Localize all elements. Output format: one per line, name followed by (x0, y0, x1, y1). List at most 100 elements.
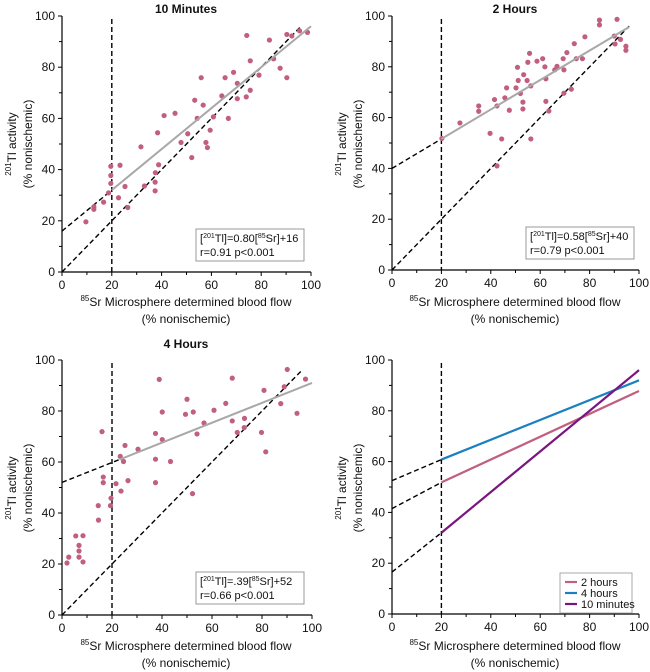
data-point (525, 59, 531, 65)
fit-extension-line (391, 138, 442, 170)
series-line-2-hours (440, 389, 640, 484)
x-axis-subtitle: (% nonischemic) (142, 312, 231, 326)
data-point (546, 108, 552, 114)
data-point (476, 108, 482, 114)
y-tick-label: 40 (42, 506, 56, 520)
x-axis-subtitle: (% nonischemic) (471, 656, 560, 670)
data-point (95, 517, 102, 523)
data-point (247, 58, 253, 64)
data-point (494, 163, 500, 169)
data-point (203, 139, 209, 146)
data-point (141, 183, 148, 189)
y-axis-title: 201Tl activity (4, 112, 19, 175)
data-point (579, 56, 586, 62)
data-point (159, 409, 165, 415)
data-point (457, 120, 463, 126)
series-extension-line (391, 532, 442, 573)
data-point (108, 163, 114, 169)
stats-text: r=0.91 p<0.001 (200, 247, 275, 259)
data-point (99, 429, 105, 435)
data-point (122, 442, 128, 449)
data-point (100, 474, 106, 480)
data-point (534, 58, 540, 64)
x-tick-label: 80 (583, 276, 597, 290)
y-tick-label: 20 (372, 556, 386, 570)
data-point (540, 56, 546, 62)
y-axis-subtitle: (% nonischemic) (21, 100, 35, 189)
data-point (210, 114, 216, 120)
data-point (152, 480, 159, 486)
data-point (219, 93, 225, 99)
x-axis-title: 85Sr Microsphere determined blood flow (409, 294, 620, 309)
data-point (83, 219, 89, 225)
data-point (138, 144, 144, 150)
legend-label: 4 hours (581, 588, 618, 600)
y-tick-label: 80 (372, 404, 386, 418)
data-point (117, 162, 123, 168)
y-axis-subtitle: (% nonischemic) (351, 100, 365, 189)
data-point (156, 376, 162, 382)
data-point (198, 75, 204, 81)
x-tick-label: 60 (205, 278, 219, 292)
data-point (194, 431, 200, 437)
data-point (256, 72, 262, 78)
data-point (207, 127, 213, 133)
panel-10-minutes: 10 Minutes 85Sr Microsphere determined b… (4, 2, 321, 326)
x-tick-label: 60 (534, 620, 548, 634)
data-point (564, 49, 570, 56)
series-extension-line (391, 481, 442, 510)
y-tick-label: 0 (48, 608, 55, 622)
data-point (263, 449, 269, 455)
data-point (122, 183, 128, 190)
equation-box (525, 226, 635, 260)
data-point (243, 94, 249, 100)
data-point (241, 424, 247, 431)
equation-box (195, 228, 305, 262)
y-tick-label: 60 (372, 455, 386, 469)
data-point (582, 34, 588, 40)
data-point (506, 107, 512, 113)
data-point (108, 180, 114, 187)
data-point (499, 136, 505, 142)
data-point (113, 481, 119, 487)
data-point (617, 36, 624, 42)
x-tick-label: 0 (389, 620, 396, 634)
data-point (115, 195, 122, 201)
data-point (189, 154, 195, 161)
data-point (561, 67, 567, 73)
y-axis-subtitle: (% nonischemic) (351, 444, 365, 533)
data-point (201, 420, 207, 426)
panel-title: 10 Minutes (155, 2, 217, 16)
y-tick-label: 100 (365, 9, 385, 23)
x-tick-label: 40 (484, 276, 498, 290)
data-point (284, 31, 290, 38)
data-point (100, 199, 107, 205)
data-point (152, 430, 159, 437)
data-point (152, 456, 159, 462)
identity-line (61, 369, 303, 616)
panel-4-hours: 4 Hours 85Sr Microsphere determined bloo… (4, 337, 322, 670)
y-tick-label: 60 (42, 455, 56, 469)
data-point (241, 415, 248, 421)
data-point (225, 115, 231, 121)
y-tick-label: 40 (42, 163, 56, 177)
data-point (185, 131, 191, 137)
data-point (155, 130, 161, 136)
data-point (513, 85, 519, 91)
data-point (554, 63, 560, 69)
data-point (504, 85, 510, 91)
identity-line (391, 25, 630, 271)
data-point (152, 179, 158, 185)
data-point (261, 387, 267, 393)
data-point (125, 204, 131, 211)
y-axis-subtitle: (% nonischemic) (21, 444, 35, 533)
identity-line (61, 25, 302, 273)
y-tick-label: 20 (42, 557, 56, 571)
data-point (521, 72, 527, 78)
x-axis-title: 85Sr Microsphere determined blood flow (409, 638, 620, 653)
x-tick-label: 40 (484, 620, 498, 634)
data-point (294, 410, 300, 416)
equation-box (195, 571, 305, 605)
y-tick-label: 40 (372, 161, 386, 175)
